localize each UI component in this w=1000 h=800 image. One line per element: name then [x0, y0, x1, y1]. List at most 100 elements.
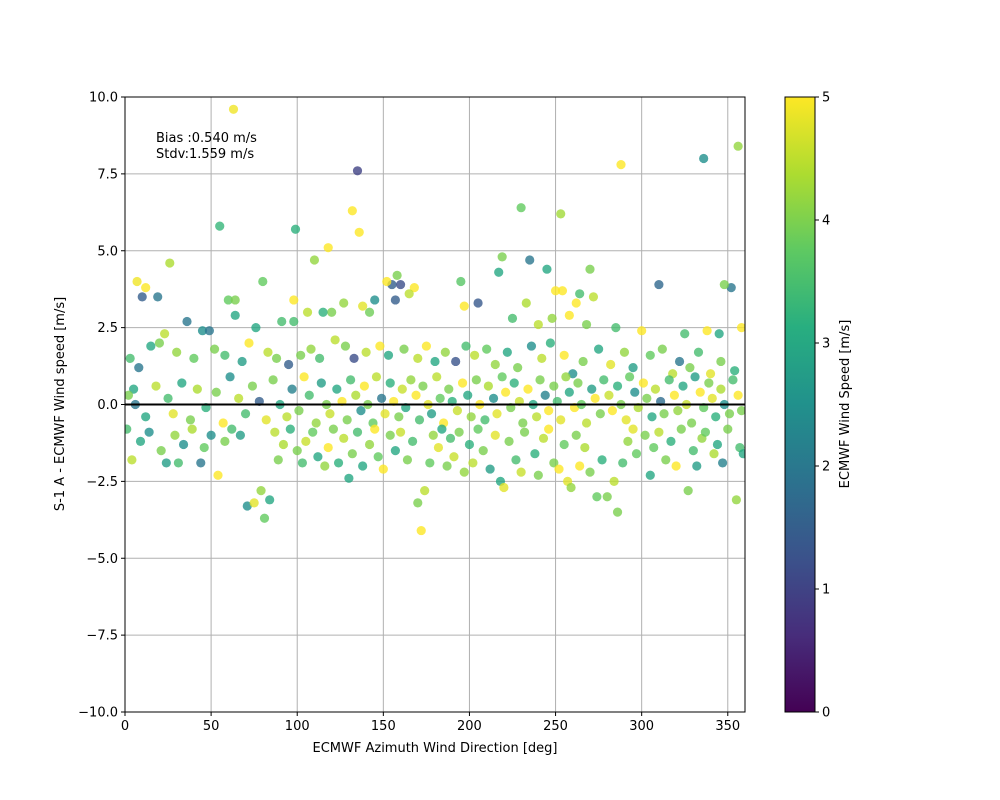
data-point — [251, 323, 261, 333]
data-point — [704, 378, 714, 388]
colorbar-label: ECMWF Wind Speed [m/s] — [838, 320, 853, 489]
data-point — [349, 353, 359, 363]
data-point — [573, 378, 583, 388]
data-point — [705, 369, 716, 379]
data-point — [197, 326, 208, 336]
data-point — [581, 319, 592, 330]
colorbar — [784, 96, 816, 713]
data-point — [144, 427, 154, 437]
data-point — [580, 442, 590, 453]
data-point — [711, 412, 721, 422]
y-axis-label: S-1 A - ECMWF Wind speed [m/s] — [53, 297, 68, 511]
data-point — [346, 375, 356, 385]
data-point — [352, 427, 363, 437]
data-point — [452, 406, 462, 416]
data-point — [504, 436, 514, 446]
data-point — [285, 424, 295, 434]
data-point — [494, 267, 504, 277]
data-point — [585, 264, 595, 274]
data-point — [468, 458, 478, 468]
data-point — [327, 307, 337, 317]
data-point — [313, 452, 323, 462]
data-point — [340, 341, 351, 351]
data-point — [625, 372, 635, 382]
data-point — [501, 387, 511, 397]
data-point — [561, 372, 571, 382]
data-point — [470, 350, 480, 360]
data-point — [382, 276, 392, 287]
data-point — [375, 341, 385, 351]
data-point — [127, 455, 137, 465]
data-point — [604, 390, 614, 400]
data-point — [153, 292, 163, 302]
data-point — [659, 409, 669, 419]
data-point — [642, 393, 652, 403]
data-point — [315, 353, 325, 363]
data-point — [223, 295, 233, 305]
data-point — [377, 393, 387, 403]
data-point — [519, 427, 530, 437]
data-point — [738, 449, 745, 459]
data-point — [356, 406, 366, 416]
data-point — [490, 430, 500, 440]
data-point — [661, 455, 671, 465]
data-point — [187, 424, 197, 434]
data-point — [420, 486, 430, 496]
data-point — [497, 372, 507, 382]
data-point — [454, 427, 464, 437]
x-tick-label: 0 — [121, 719, 129, 734]
data-point — [695, 387, 705, 397]
data-point — [676, 424, 686, 434]
data-point — [590, 393, 600, 403]
data-point — [228, 104, 239, 114]
data-point — [628, 424, 638, 434]
data-point — [170, 430, 180, 440]
data-point — [485, 464, 495, 474]
colorbar-tick-label: 1 — [822, 583, 830, 598]
data-point — [273, 455, 283, 465]
data-point — [521, 298, 531, 308]
data-point — [301, 436, 311, 446]
data-point — [333, 458, 344, 468]
data-point — [385, 430, 395, 440]
data-point — [480, 415, 490, 425]
data-point — [330, 335, 340, 345]
data-point — [278, 439, 289, 450]
data-point — [547, 313, 557, 323]
data-point — [606, 359, 616, 370]
data-point — [630, 387, 640, 397]
data-point — [163, 393, 173, 403]
data-point — [294, 406, 304, 416]
x-tick-label: 200 — [457, 719, 482, 734]
data-point — [135, 436, 146, 446]
data-point — [478, 446, 488, 456]
data-point — [397, 384, 407, 394]
data-point — [709, 449, 719, 459]
data-point — [256, 486, 266, 496]
data-point — [530, 449, 540, 459]
data-point — [354, 227, 364, 237]
data-point — [459, 301, 469, 311]
data-point — [564, 310, 574, 320]
data-point — [488, 393, 499, 403]
data-point — [125, 353, 135, 363]
data-point — [185, 415, 196, 425]
data-point — [178, 439, 189, 450]
colorbar-tick-label: 3 — [822, 337, 830, 352]
data-point — [218, 418, 228, 428]
data-point — [559, 439, 569, 450]
y-tick-label: 0.0 — [97, 398, 118, 413]
data-point — [189, 353, 199, 363]
data-point — [265, 495, 275, 505]
data-point — [523, 384, 533, 394]
data-point — [227, 424, 237, 434]
data-point — [516, 203, 526, 213]
y-tick-label: −7.5 — [86, 629, 118, 644]
data-point — [645, 350, 655, 360]
data-point — [440, 347, 450, 357]
data-point — [277, 316, 287, 327]
data-point — [602, 492, 612, 502]
data-point — [664, 375, 674, 385]
data-point — [571, 298, 581, 308]
data-point — [544, 424, 554, 434]
